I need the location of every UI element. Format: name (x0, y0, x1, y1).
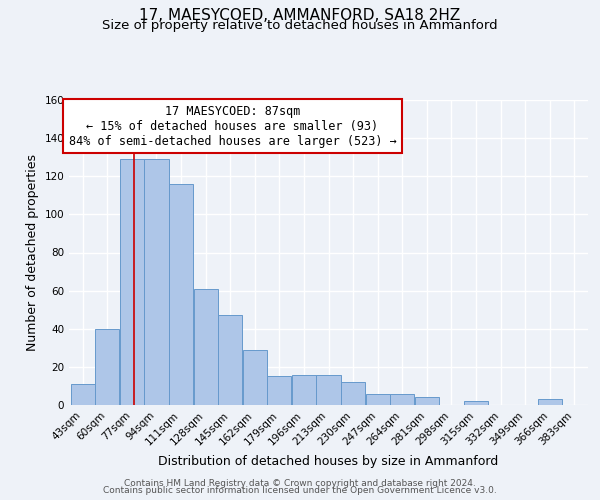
Bar (95, 329, 119, 405)
Bar (415, 398, 439, 405)
Bar (365, 394, 390, 405)
Bar (242, 350, 267, 405)
Text: Contains HM Land Registry data © Crown copyright and database right 2024.: Contains HM Land Registry data © Crown c… (124, 478, 476, 488)
X-axis label: Distribution of detached houses by size in Ammanford: Distribution of detached houses by size … (158, 455, 499, 468)
Text: 17, MAESYCOED, AMMANFORD, SA18 2HZ: 17, MAESYCOED, AMMANFORD, SA18 2HZ (139, 8, 461, 22)
Text: 17 MAESYCOED: 87sqm
← 15% of detached houses are smaller (93)
84% of semi-detach: 17 MAESYCOED: 87sqm ← 15% of detached ho… (68, 104, 397, 148)
Bar (341, 382, 365, 405)
Text: Size of property relative to detached houses in Ammanford: Size of property relative to detached ho… (102, 18, 498, 32)
Bar (218, 316, 242, 405)
Text: Contains public sector information licensed under the Open Government Licence v3: Contains public sector information licen… (103, 486, 497, 495)
Bar (145, 159, 169, 405)
Bar (464, 401, 488, 405)
Bar (292, 374, 316, 405)
Bar (316, 374, 341, 405)
Y-axis label: Number of detached properties: Number of detached properties (26, 154, 39, 351)
Bar (71, 384, 95, 405)
Bar (120, 159, 144, 405)
Bar (538, 400, 562, 405)
Bar (169, 184, 193, 405)
Bar (390, 394, 415, 405)
Bar (267, 376, 292, 405)
Bar (194, 288, 218, 405)
